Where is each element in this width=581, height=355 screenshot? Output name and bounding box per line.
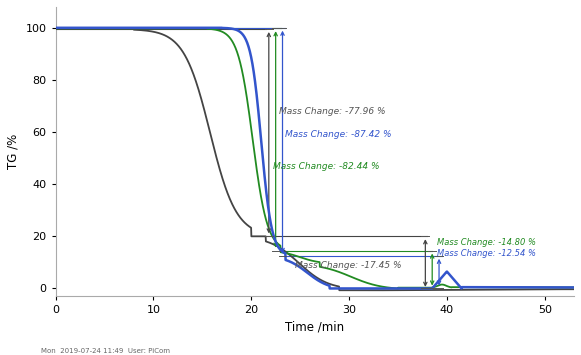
X-axis label: Time /min: Time /min (285, 321, 345, 334)
Text: Mon  2019-07-24 11:49  User: PiCom: Mon 2019-07-24 11:49 User: PiCom (41, 348, 170, 354)
Text: Mass Change: -12.54 %: Mass Change: -12.54 % (437, 249, 536, 258)
Text: Mass Change: -77.96 %: Mass Change: -77.96 % (279, 107, 385, 116)
Text: Mass Change: -14.80 %: Mass Change: -14.80 % (437, 239, 536, 247)
Text: Mass Change: -87.42 %: Mass Change: -87.42 % (285, 130, 392, 139)
Text: Mass Change: -17.45 %: Mass Change: -17.45 % (295, 261, 401, 269)
Y-axis label: TG /%: TG /% (7, 134, 20, 169)
Text: Mass Change: -82.44 %: Mass Change: -82.44 % (272, 162, 379, 170)
